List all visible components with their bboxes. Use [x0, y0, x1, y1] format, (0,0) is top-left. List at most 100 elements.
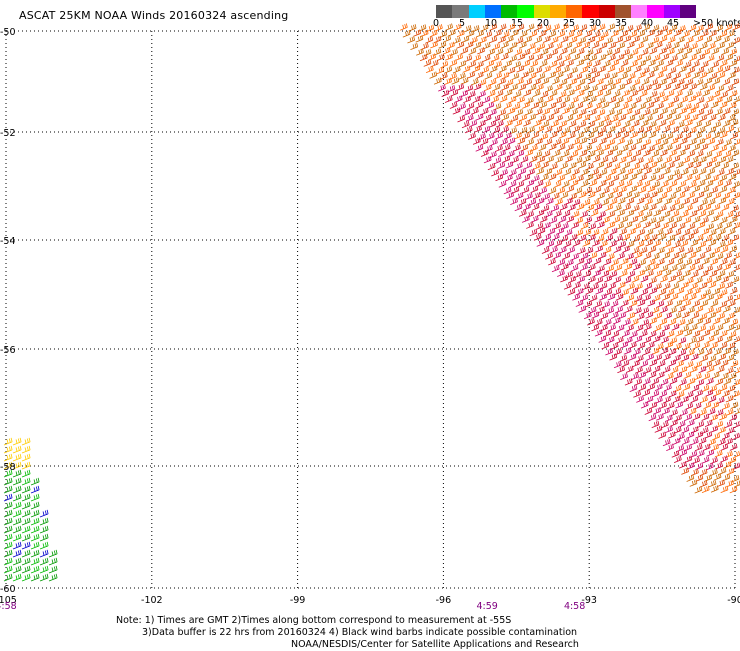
wind-barb	[660, 347, 669, 355]
wind-barb	[613, 78, 622, 86]
wind-barb	[609, 197, 618, 206]
wind-barb	[30, 557, 40, 566]
wind-barb	[530, 59, 538, 68]
wind-barb	[439, 30, 447, 38]
wind-barb	[676, 287, 685, 295]
wind-barb	[539, 215, 548, 223]
wind-barb	[662, 252, 671, 260]
wind-barb	[618, 311, 627, 320]
wind-barb	[716, 365, 725, 373]
wind-barb	[504, 119, 513, 127]
wind-barb	[601, 187, 610, 195]
wind-barb	[501, 30, 510, 39]
wind-barb	[627, 85, 636, 93]
wind-barb	[696, 24, 704, 32]
wind-barb	[644, 84, 652, 92]
wind-barb	[561, 137, 570, 145]
wind-barb	[577, 275, 585, 284]
wind-barb	[430, 59, 439, 68]
wind-barb	[653, 239, 661, 247]
wind-barb	[553, 251, 562, 260]
wind-barb	[543, 65, 551, 73]
wind-barb	[492, 114, 501, 123]
wind-barb	[726, 324, 735, 332]
wind-barb	[454, 95, 463, 103]
wind-barb	[21, 517, 31, 526]
wind-barb	[617, 365, 625, 374]
wind-barb	[439, 72, 448, 80]
wind-barb	[672, 168, 680, 177]
wind-barb	[542, 150, 551, 158]
wind-barb	[673, 29, 682, 37]
wind-barb	[678, 65, 687, 73]
wind-barb	[732, 23, 740, 31]
wind-barb	[640, 360, 649, 368]
lon-tick-label: -96	[436, 595, 452, 606]
wind-barb	[462, 65, 471, 73]
wind-barb	[604, 132, 612, 140]
wind-barb	[722, 305, 731, 313]
wind-barb	[553, 66, 562, 74]
wind-barb	[643, 336, 652, 344]
wind-barb	[727, 227, 736, 236]
wind-barb	[683, 61, 692, 69]
wind-barb	[722, 78, 731, 86]
wind-barb	[503, 186, 512, 195]
wind-barb	[715, 420, 724, 428]
wind-barb	[706, 293, 714, 301]
wind-barb	[690, 239, 699, 247]
wind-barb	[636, 312, 645, 321]
wind-barb	[699, 468, 708, 477]
wind-barb	[472, 95, 481, 104]
wind-barb	[669, 264, 678, 272]
wind-barb	[526, 54, 535, 62]
wind-barb	[624, 263, 633, 271]
wind-barb	[667, 234, 676, 242]
wind-barb	[593, 269, 601, 277]
wind-barb	[688, 251, 697, 260]
wind-barb	[649, 359, 658, 367]
wind-barb	[667, 36, 676, 44]
wind-barb	[703, 120, 712, 128]
wind-barb	[594, 47, 602, 56]
wind-barb	[3, 533, 13, 542]
wind-barb	[642, 221, 651, 229]
wind-barb	[647, 258, 656, 266]
wind-barb	[733, 420, 740, 429]
wind-barb	[608, 83, 616, 91]
colorbar-segment	[631, 5, 648, 18]
wind-barb	[510, 114, 519, 123]
wind-barb	[701, 456, 710, 464]
wind-barb	[564, 72, 573, 80]
wind-barb	[30, 485, 40, 494]
wind-barb	[482, 42, 491, 50]
wind-barb	[695, 305, 704, 313]
time-labels: 4:584:594:58	[0, 601, 585, 612]
wind-barb	[654, 197, 663, 205]
wind-barb	[710, 414, 718, 422]
wind-barb	[685, 204, 693, 212]
wind-barb	[679, 366, 688, 374]
wind-barb	[632, 162, 640, 171]
wind-barb	[626, 197, 635, 205]
wind-barb	[645, 156, 654, 165]
wind-barb	[672, 241, 681, 249]
wind-barb	[731, 108, 740, 116]
wind-barb	[614, 191, 623, 199]
wind-barb	[665, 132, 674, 140]
wind-barb	[21, 469, 31, 478]
wind-barb	[722, 402, 730, 410]
wind-barb	[574, 156, 583, 165]
wind-barb	[576, 59, 585, 67]
wind-barb	[708, 395, 717, 403]
wind-barb	[686, 348, 695, 357]
wind-barb	[610, 144, 619, 153]
wind-barb	[587, 318, 595, 326]
wind-barb	[509, 55, 517, 63]
wind-barb	[719, 384, 728, 392]
wind-barb	[729, 485, 738, 494]
wind-barb	[661, 53, 670, 61]
colorbar-label: 35	[615, 18, 628, 29]
wind-barb	[680, 210, 689, 218]
wind-barb	[691, 468, 699, 476]
